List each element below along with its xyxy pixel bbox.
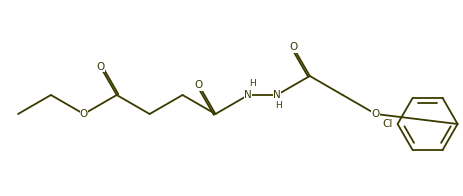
Text: N: N [244, 90, 252, 100]
Text: Cl: Cl [382, 119, 393, 129]
Text: O: O [195, 81, 203, 91]
Text: O: O [96, 62, 104, 72]
Text: O: O [80, 109, 88, 119]
Text: H: H [275, 102, 282, 111]
Text: N: N [273, 90, 281, 100]
Text: H: H [249, 80, 256, 89]
Text: O: O [371, 109, 380, 119]
Text: O: O [289, 43, 297, 53]
